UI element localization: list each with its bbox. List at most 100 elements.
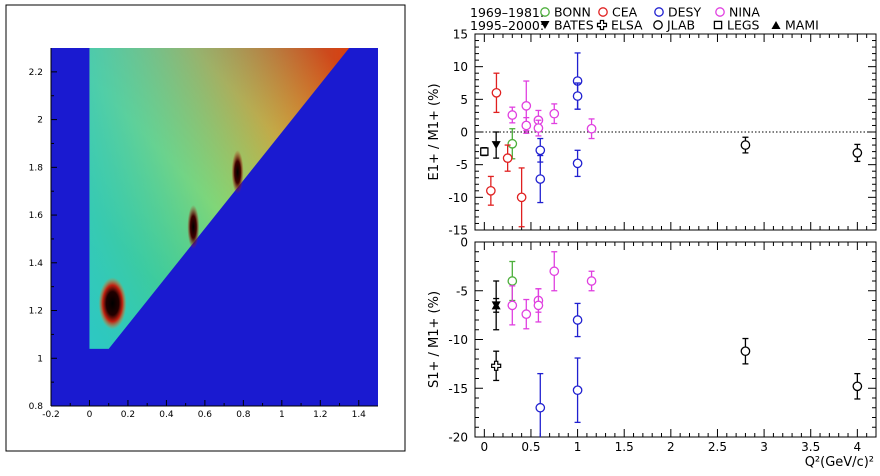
heatmap-hotspot xyxy=(231,150,244,195)
legend-marker-mami xyxy=(771,21,781,29)
data-point xyxy=(491,360,502,371)
data-point xyxy=(491,301,501,310)
x-tick-label: 2 xyxy=(667,440,675,454)
series-legs xyxy=(480,147,489,157)
data-point xyxy=(586,276,597,286)
legend-label-elsa: ELSA xyxy=(611,18,643,33)
y-tick-label: 5 xyxy=(460,93,468,107)
legend-row2-label: 1995–2000: xyxy=(470,18,544,33)
data-point xyxy=(852,381,863,392)
data-point xyxy=(491,141,501,150)
legend-marker-nina xyxy=(715,7,725,17)
data-point xyxy=(572,315,583,325)
data-point xyxy=(507,138,518,149)
series-bonn xyxy=(507,128,518,160)
series-nina xyxy=(507,80,597,140)
legend-marker-legs xyxy=(713,20,723,30)
x-tick-label: 3 xyxy=(760,440,768,454)
heatmap-y-tick-label: 1.8 xyxy=(29,163,44,173)
y-tick-label: 15 xyxy=(453,28,468,42)
heatmap-x-tick-label: 1.4 xyxy=(352,410,367,420)
data-point xyxy=(549,266,560,277)
y-tick-label: -15 xyxy=(448,224,468,238)
y-tick-label: 10 xyxy=(453,60,468,74)
legend-row1-label: 1969–1981: xyxy=(470,5,544,20)
heatmap-y-tick-label: 2.2 xyxy=(29,68,43,78)
e1-panel: -15 -10 -5 0 5 10 15 E1+ / M1+ (%) xyxy=(427,28,877,238)
legend-marker-bonn xyxy=(540,7,550,17)
heatmap-x-tick-label: -0.2 xyxy=(42,410,60,420)
legend-label-bates: BATES xyxy=(554,18,594,33)
heatmap-axes: -0.2 0 0.2 0.4 0.6 0.8 1 1.2 1.4 0.8 1 1.2 1.4 1.6 1.8… xyxy=(29,48,378,420)
legend-marker-elsa xyxy=(596,19,608,31)
data-point xyxy=(521,120,532,131)
heatmap-y-tick-label: 2 xyxy=(37,116,43,126)
heatmap-x-tick-label: 1 xyxy=(279,410,285,420)
legend-marker-desy xyxy=(654,7,664,17)
heatmap-hotspot xyxy=(187,205,200,249)
legend-label-nina: NINA xyxy=(729,5,760,20)
data-point xyxy=(535,145,546,156)
x-tick-label: 1 xyxy=(574,440,582,454)
heatmap-hotspot xyxy=(98,277,127,330)
y-tick-label: -10 xyxy=(448,191,468,205)
legend-label-jlab: JLAB xyxy=(666,18,695,33)
y-tick-label: 0 xyxy=(460,126,468,140)
heatmap-x-tick-label: 0.4 xyxy=(159,410,174,420)
y-tick-label: -20 xyxy=(448,431,468,445)
legend: 1969–1981: 1995–2000: BONN CEA DESY NINA BAT… xyxy=(470,5,819,34)
heatmap-y-tick-label: 1.6 xyxy=(29,211,44,221)
heatmap-plot xyxy=(51,48,378,406)
data-points xyxy=(480,52,863,228)
heatmap-x-tick-label: 0.6 xyxy=(198,410,213,420)
series-elsa xyxy=(491,350,502,382)
series-bates xyxy=(491,131,501,159)
heatmap-x-tick-label: 0 xyxy=(87,410,93,420)
data-point xyxy=(486,185,496,196)
heatmap-y-tick-label: 1.2 xyxy=(29,307,43,317)
data-point xyxy=(491,87,502,98)
x-tick-label: 3.5 xyxy=(801,440,820,454)
series-desy xyxy=(535,52,583,204)
series-desy xyxy=(535,302,583,437)
data-point xyxy=(533,123,544,133)
legend-label-legs: LEGS xyxy=(727,18,760,33)
y-tick-label: 0 xyxy=(460,236,468,250)
series-cea xyxy=(486,72,527,228)
data-point xyxy=(502,153,513,163)
series-jlab xyxy=(740,337,863,400)
data-point xyxy=(572,158,583,169)
heatmap-x-tick-label: 0.2 xyxy=(121,410,135,420)
heatmap-x-tick-label: 0.8 xyxy=(236,410,251,420)
s1-panel: -20 -15 -10 -5 0 0 0.5 1 1.5 2 2.5 3 3.5 4 S1+ / M1+ (… xyxy=(427,236,877,470)
heatmap-x-tick-label: 1.2 xyxy=(313,410,327,420)
x-tick-label: 1.5 xyxy=(615,440,634,454)
legend-label-cea: CEA xyxy=(612,5,638,20)
data-point xyxy=(586,123,597,134)
heatmap-y-tick-label: 0.8 xyxy=(29,402,44,412)
heatmap-y-tick-label: 1.4 xyxy=(29,259,44,269)
x-tick-label: 4 xyxy=(854,440,862,454)
data-point xyxy=(507,300,518,311)
y-axis-label: S1+ / M1+ (%) xyxy=(427,291,442,388)
data-point xyxy=(535,174,546,184)
y-tick-label: -15 xyxy=(448,382,468,396)
data-point xyxy=(740,346,751,357)
data-point xyxy=(521,309,532,319)
series-nina xyxy=(507,251,597,330)
data-point xyxy=(507,276,518,286)
data-point xyxy=(549,108,560,119)
data-point xyxy=(516,192,527,203)
legend-marker-jlab xyxy=(653,20,663,30)
y-axis-label: E1+ / M1+ (%) xyxy=(427,83,442,180)
data-point xyxy=(740,140,751,150)
legend-marker-bates xyxy=(540,21,550,29)
series-jlab xyxy=(740,136,863,163)
data-point xyxy=(572,385,583,396)
data-point xyxy=(521,101,532,111)
legend-label-desy: DESY xyxy=(668,5,701,20)
y-tick-label: -10 xyxy=(448,333,468,347)
y-tick-label: -5 xyxy=(456,158,468,172)
data-point xyxy=(852,148,863,158)
